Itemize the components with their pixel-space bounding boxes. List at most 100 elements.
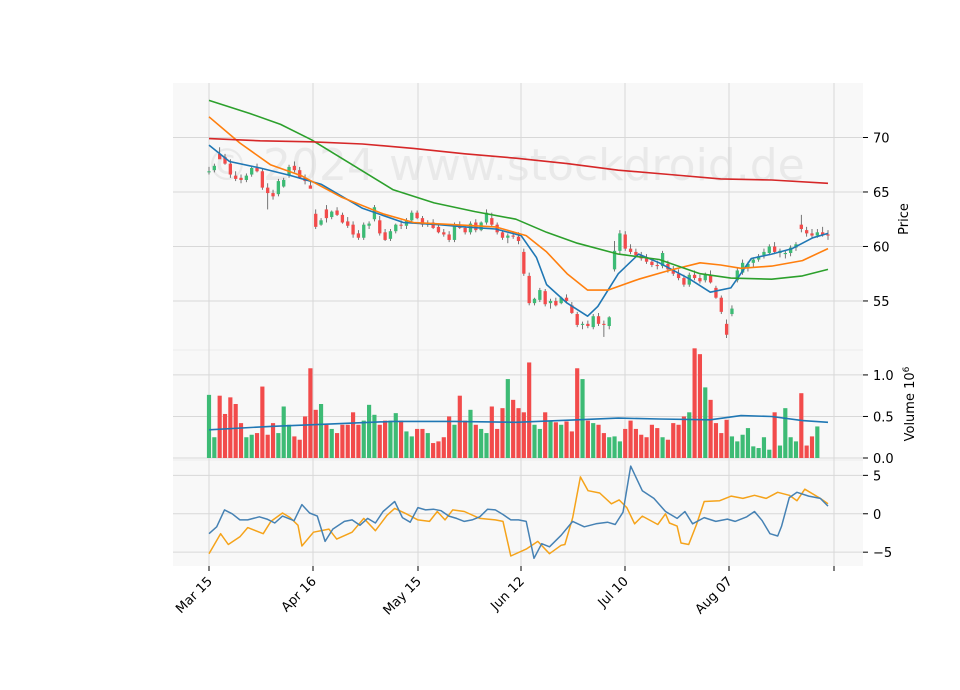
candle-body bbox=[628, 248, 633, 252]
x-tick-label: May 15 bbox=[381, 574, 425, 618]
volume-bar bbox=[692, 348, 697, 458]
x-tick-label: Mar 15 bbox=[173, 574, 216, 617]
volume-bar bbox=[804, 445, 809, 458]
volume-bar bbox=[436, 441, 441, 458]
volume-bar bbox=[441, 437, 446, 458]
candle-body bbox=[506, 235, 510, 238]
candle-body bbox=[420, 218, 425, 225]
volume-bar bbox=[697, 354, 703, 458]
candle-body bbox=[821, 232, 825, 235]
volume-bar bbox=[383, 420, 388, 458]
candle-body bbox=[228, 163, 232, 175]
volume-bar bbox=[479, 428, 484, 458]
volume-bar bbox=[249, 434, 254, 458]
volume-bar bbox=[639, 434, 644, 458]
candle-body bbox=[266, 187, 270, 194]
volume-bar bbox=[270, 423, 276, 458]
indicator-lines bbox=[208, 99, 829, 560]
candle-body bbox=[554, 300, 558, 306]
volume-bar bbox=[302, 416, 308, 458]
indicator-tick-label: −5 bbox=[873, 546, 892, 561]
volume-bar bbox=[281, 406, 286, 458]
candle-body bbox=[623, 234, 627, 249]
candle-body bbox=[532, 298, 537, 304]
volume-bar bbox=[644, 437, 649, 458]
price-tick-label: 70 bbox=[873, 131, 890, 146]
candle-body bbox=[330, 211, 334, 218]
volume-bar bbox=[505, 379, 510, 458]
candle-body bbox=[772, 246, 777, 252]
volume-bar bbox=[628, 420, 633, 458]
candle-body bbox=[298, 170, 302, 178]
price-axis-label: Price bbox=[897, 203, 912, 235]
candle-body bbox=[703, 274, 707, 281]
candle-body bbox=[746, 263, 750, 269]
candle-body bbox=[319, 220, 323, 225]
volume-bar bbox=[286, 424, 292, 458]
candle-body bbox=[447, 234, 451, 240]
candle-body bbox=[383, 232, 387, 240]
volume-bar bbox=[516, 408, 521, 458]
volume-bar bbox=[793, 441, 799, 458]
volume-bar bbox=[318, 404, 324, 458]
volume-bar bbox=[815, 426, 820, 458]
x-tick-label: Aug 07 bbox=[693, 574, 736, 617]
volume-bar bbox=[633, 428, 638, 458]
volume-bar bbox=[553, 422, 558, 458]
volume-bar bbox=[350, 412, 356, 458]
volume-bar bbox=[655, 428, 660, 458]
volume-bar bbox=[761, 437, 767, 458]
candle-body bbox=[378, 220, 382, 234]
candle-body bbox=[655, 264, 659, 267]
candle-body bbox=[500, 232, 505, 238]
volume-bar bbox=[735, 441, 740, 458]
volume-average-line bbox=[208, 414, 829, 431]
volume-bar bbox=[388, 420, 393, 458]
volume-bar bbox=[532, 424, 537, 458]
volume-tick-label: 1.0 bbox=[873, 369, 894, 384]
volume-bar bbox=[313, 409, 318, 458]
volume-tick-label: 0.5 bbox=[873, 410, 894, 425]
volume-bar bbox=[713, 423, 719, 458]
volume-bar bbox=[612, 436, 617, 458]
volume-bar bbox=[489, 406, 494, 458]
candle-body bbox=[810, 233, 814, 236]
volume-bar bbox=[431, 443, 436, 458]
indicator-tick-label: 0 bbox=[873, 508, 881, 523]
volume-bar bbox=[372, 414, 377, 458]
volume-bar bbox=[777, 445, 783, 458]
candle-body bbox=[223, 157, 227, 164]
volume-bar bbox=[799, 393, 804, 458]
candle-body bbox=[586, 323, 590, 327]
volume-bar bbox=[521, 412, 526, 458]
candle-body bbox=[596, 316, 601, 324]
volume-bar bbox=[415, 428, 420, 458]
candle-body bbox=[799, 224, 803, 230]
volume-bar bbox=[580, 379, 585, 458]
volume-bar bbox=[601, 433, 606, 458]
candle-body bbox=[767, 246, 771, 254]
volume-bar bbox=[340, 424, 345, 458]
volume-bar bbox=[244, 437, 249, 458]
volume-bar bbox=[457, 395, 462, 458]
volume-bar bbox=[596, 424, 601, 458]
candle-body bbox=[714, 287, 718, 298]
candle-body bbox=[762, 251, 766, 256]
volume-bar bbox=[297, 439, 302, 458]
volume-bar bbox=[767, 449, 772, 458]
candle-body bbox=[250, 168, 254, 175]
volume-bar bbox=[356, 424, 361, 458]
candle-body bbox=[805, 230, 809, 234]
volume-axis-label: Volume 106 bbox=[902, 366, 918, 441]
volume-bar bbox=[788, 437, 793, 458]
candle-body bbox=[735, 270, 739, 281]
volume-bar bbox=[238, 423, 244, 458]
candle-body bbox=[276, 181, 281, 195]
volume-bar bbox=[719, 433, 724, 458]
volume-bar bbox=[276, 433, 281, 458]
volume-bar bbox=[809, 436, 815, 458]
volume-bar bbox=[681, 416, 687, 458]
grid-lines bbox=[173, 83, 863, 566]
volume-bar bbox=[703, 387, 708, 458]
candle-body bbox=[511, 235, 515, 237]
